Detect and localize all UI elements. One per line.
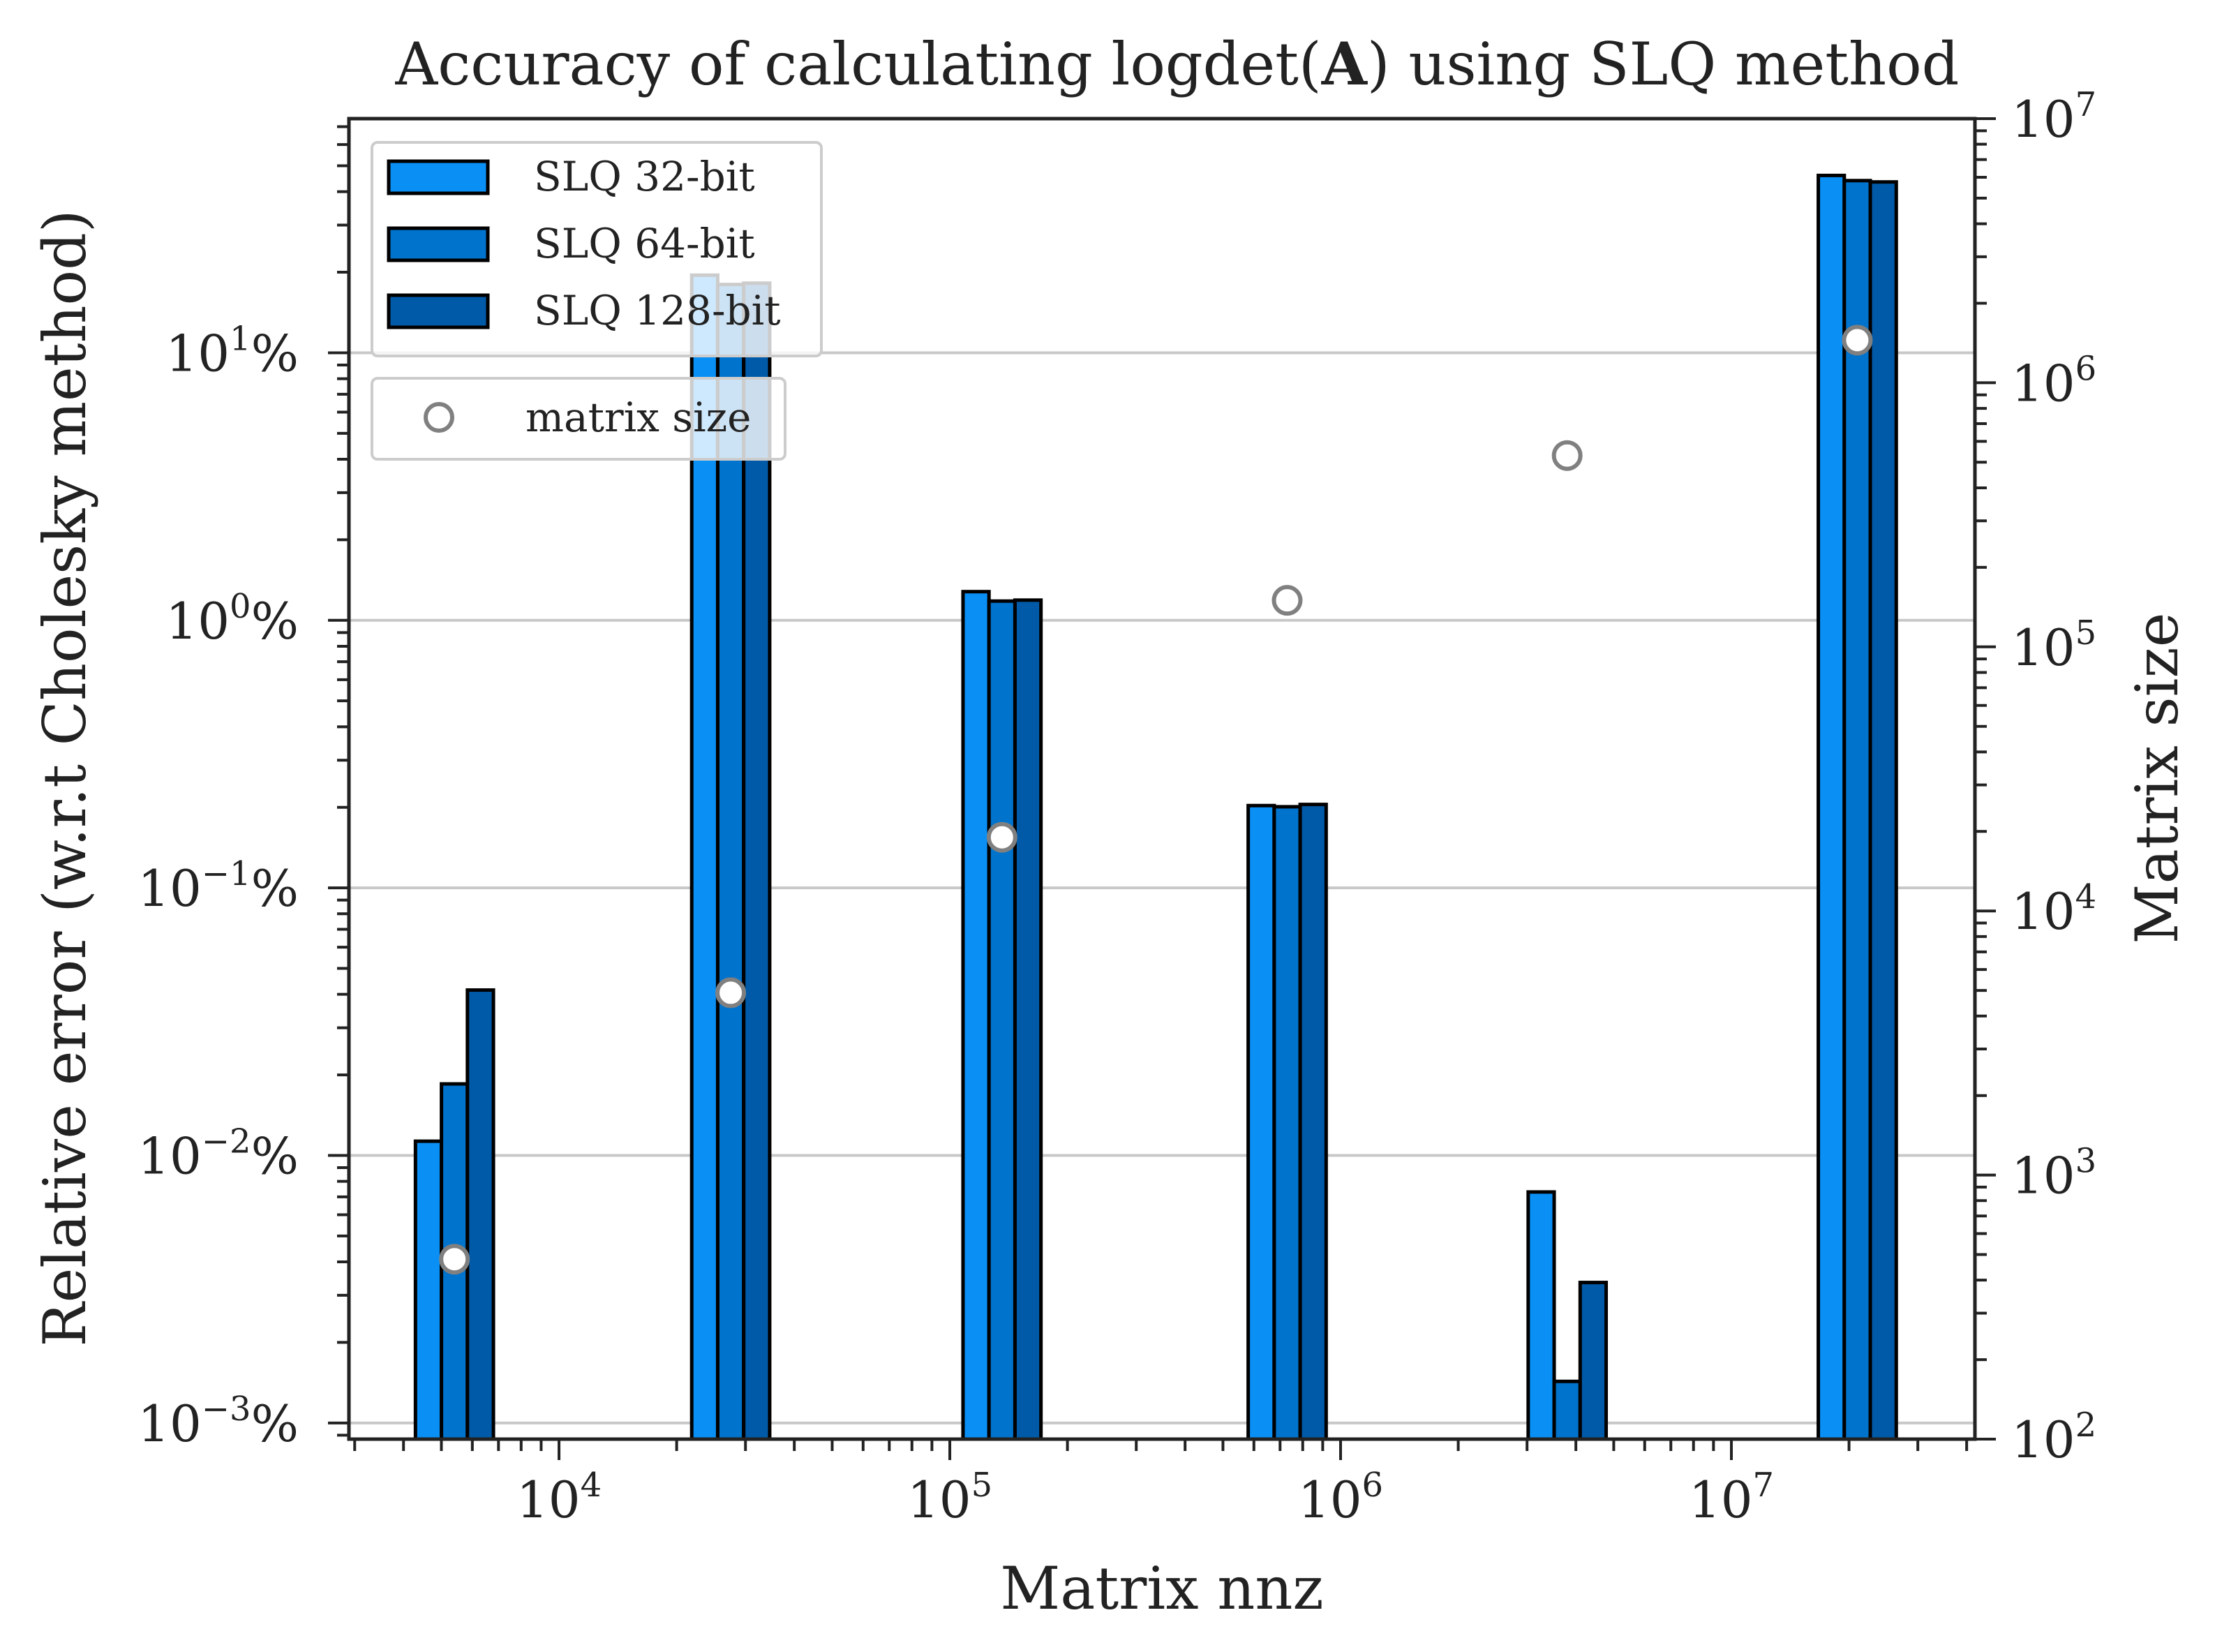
x-tick-label: 106 [1298, 1466, 1383, 1529]
y2-tick-label: 104 [2011, 877, 2096, 941]
bar [1842, 179, 1872, 1441]
bar [1817, 173, 1847, 1441]
matrix-size-point [1842, 325, 1873, 356]
legend-marker [424, 402, 454, 433]
bar [1298, 803, 1328, 1441]
grid-lines [349, 351, 1975, 1424]
x-tick-label: 105 [907, 1466, 992, 1529]
bars [413, 173, 1898, 1441]
bar [1246, 803, 1276, 1441]
bar [987, 599, 1017, 1441]
y2-tick-label: 107 [2011, 85, 2096, 149]
bar [1578, 1281, 1609, 1441]
y-tick-label: 10−2% [137, 1122, 299, 1185]
chart-title: Accuracy of calculating logdet(A) using … [395, 29, 1960, 98]
legend-label: SLQ 128-bit [534, 287, 781, 334]
bar [1868, 180, 1898, 1441]
y2-tick-label: 102 [2011, 1406, 2096, 1469]
legend-swatch [387, 159, 490, 195]
legend-box-secondary [371, 377, 786, 461]
y2-tick-label: 103 [2011, 1142, 2096, 1205]
matrix-size-markers [439, 325, 1873, 1275]
matrix-size-point [986, 821, 1017, 853]
matrix-size-point [715, 977, 747, 1009]
legend-label: SLQ 32-bit [534, 153, 755, 200]
bar [1552, 1379, 1582, 1441]
y-tick-label: 100% [165, 587, 299, 650]
matrix-size-point [439, 1244, 470, 1275]
bar [413, 1139, 444, 1441]
legend: SLQ 32-bit SLQ 64-bit SLQ 128-bit matrix si… [371, 141, 823, 461]
bar [1013, 598, 1043, 1441]
legend-swatch [387, 226, 490, 262]
y-tick-label: 101% [165, 319, 299, 382]
x-axis: 104 105 106 107 [353, 1439, 1969, 1529]
y2-tick-label: 105 [2011, 613, 2096, 677]
legend-label: SLQ 64-bit [534, 220, 755, 267]
y-axis-right: 102 103 104 105 106 107 [1975, 85, 2096, 1469]
y2-tick-label: 106 [2011, 349, 2096, 412]
y-tick-label: 10−3% [137, 1390, 299, 1453]
legend-label: matrix size [525, 394, 752, 441]
x-tick-label: 104 [516, 1466, 602, 1529]
x-tick-label: 107 [1689, 1466, 1774, 1529]
y-tick-label: 10−1% [137, 854, 299, 918]
y2-axis-label: Matrix size [2123, 613, 2191, 944]
plot-frame [347, 117, 1977, 1441]
matrix-size-point [1551, 440, 1583, 471]
bar [961, 590, 991, 1441]
y-axis-label: Relative error (w.r.t Cholesky method) [31, 209, 99, 1346]
bar [465, 988, 495, 1441]
bar [1272, 805, 1302, 1441]
bar [1526, 1190, 1556, 1441]
legend-swatch [387, 293, 490, 329]
matrix-size-point [1271, 585, 1303, 616]
y-axis-left: 10−3% 10−2% 10−1% 100% 101% [137, 125, 349, 1453]
x-axis-label: Matrix nnz [1000, 1554, 1323, 1623]
